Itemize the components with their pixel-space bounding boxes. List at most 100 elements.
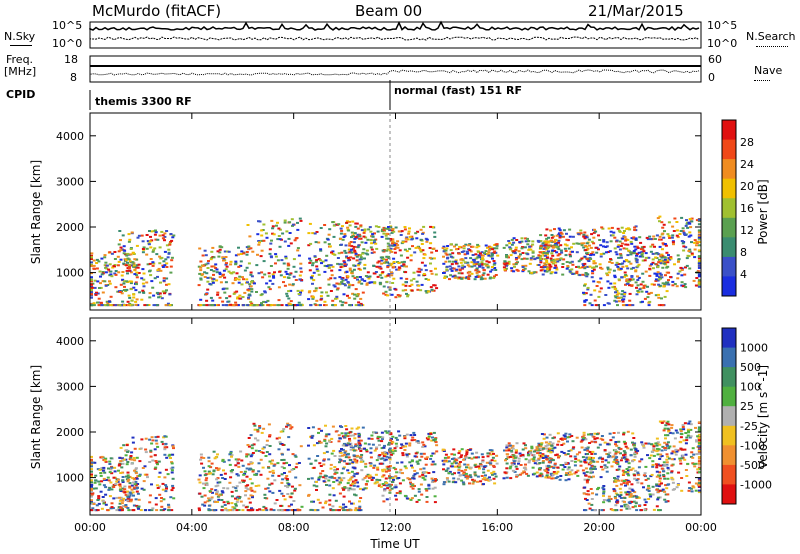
power-cell: [565, 238, 569, 241]
power-cell: [287, 244, 291, 247]
velocity-cell: [680, 433, 684, 436]
velocity-cell: [493, 482, 497, 485]
velocity-cell: [358, 507, 362, 510]
power-cell: [539, 255, 543, 257]
velocity-cell: [239, 471, 243, 473]
power-cell: [623, 275, 626, 278]
velocity-cell: [642, 446, 646, 449]
power-cell: [623, 230, 626, 232]
velocity-cell: [342, 506, 345, 509]
velocity-cell: [118, 488, 122, 491]
power-cell: [568, 235, 572, 238]
power-cell: [323, 300, 327, 303]
velocity-cell: [120, 502, 124, 505]
power-cell: [592, 266, 596, 269]
power-cell: [374, 242, 378, 245]
power-cell: [434, 267, 437, 270]
power-cell: [681, 242, 685, 245]
velocity-cell: [676, 483, 680, 486]
velocity-cell: [247, 468, 251, 471]
power-cell: [657, 283, 661, 286]
power-cell: [299, 267, 303, 270]
power-cell: [687, 250, 691, 252]
velocity-cell: [275, 437, 279, 440]
power-cell: [661, 255, 665, 258]
velocity-cell: [567, 466, 571, 469]
velocity-cell: [380, 440, 384, 443]
velocity-cell: [649, 454, 653, 457]
power-cell: [429, 286, 433, 289]
power-cell: [355, 254, 359, 257]
velocity-cell: [622, 450, 626, 453]
power-cell: [531, 243, 535, 246]
velocity-cell: [258, 450, 261, 452]
power-cell: [459, 277, 463, 280]
power-cell: [571, 250, 574, 253]
freq-traces: [89, 65, 701, 76]
velocity-cell: [268, 435, 272, 438]
velocity-cell: [287, 483, 291, 486]
power-cell: [550, 236, 554, 239]
power-cell: [135, 283, 138, 286]
velocity-cell: [417, 499, 421, 501]
power-cell: [549, 265, 553, 268]
power-cell: [640, 290, 644, 293]
power-cell: [211, 281, 215, 284]
velocity-cell: [656, 453, 660, 456]
power-cell: [356, 278, 359, 281]
power-cell: [619, 254, 623, 257]
power-cell: [625, 282, 629, 285]
velocity-cell: [333, 477, 337, 480]
power-cell: [625, 278, 629, 281]
power-cell: [643, 297, 647, 300]
power-cell: [363, 229, 367, 232]
power-cell: [142, 285, 146, 288]
velocity-cell: [623, 497, 627, 499]
power-cell: [225, 265, 229, 268]
power-cell: [531, 240, 535, 243]
power-cell: [448, 260, 451, 263]
velocity-cell: [687, 481, 691, 484]
velocity-cell: [488, 449, 492, 452]
power-cell: [641, 252, 644, 255]
velocity-cell: [630, 500, 633, 503]
power-cell: [153, 277, 157, 280]
velocity-cell: [358, 509, 362, 512]
velocity-cell: [90, 499, 93, 502]
velocity-cell: [442, 450, 446, 452]
power-cell: [253, 282, 256, 285]
power-cell: [263, 273, 267, 276]
velocity-cell: [327, 433, 331, 436]
velocity-cell: [242, 473, 246, 476]
velocity-cell: [121, 499, 125, 502]
velocity-cell: [635, 496, 639, 499]
velocity-cell: [570, 469, 574, 472]
power-cell: [503, 263, 507, 266]
velocity-cell: [121, 471, 125, 474]
velocity-cell: [198, 492, 202, 495]
velocity-cell: [104, 486, 108, 489]
velocity-cell: [690, 451, 694, 454]
velocity-cell: [619, 509, 623, 512]
velocity-cell: [564, 479, 568, 482]
power-cell: [645, 236, 649, 239]
velocity-cell: [675, 431, 679, 434]
power-cell: [357, 244, 361, 247]
power-cell: [112, 265, 116, 268]
power-cell: [454, 260, 458, 263]
power-cell: [203, 249, 207, 252]
velocity-cell: [505, 462, 509, 465]
power-cell: [227, 250, 231, 253]
velocity-cell: [353, 509, 357, 512]
power-cell: [234, 301, 238, 304]
velocity-cell: [423, 478, 427, 481]
power-cell: [392, 261, 396, 263]
power-cell: [469, 250, 473, 253]
velocity-cell: [391, 435, 395, 438]
power-cell: [378, 283, 382, 286]
power-cell: [352, 235, 355, 238]
velocity-cell: [370, 437, 374, 440]
power-cell: [359, 302, 363, 305]
power-cell: [617, 278, 621, 281]
power-cell: [589, 246, 593, 249]
